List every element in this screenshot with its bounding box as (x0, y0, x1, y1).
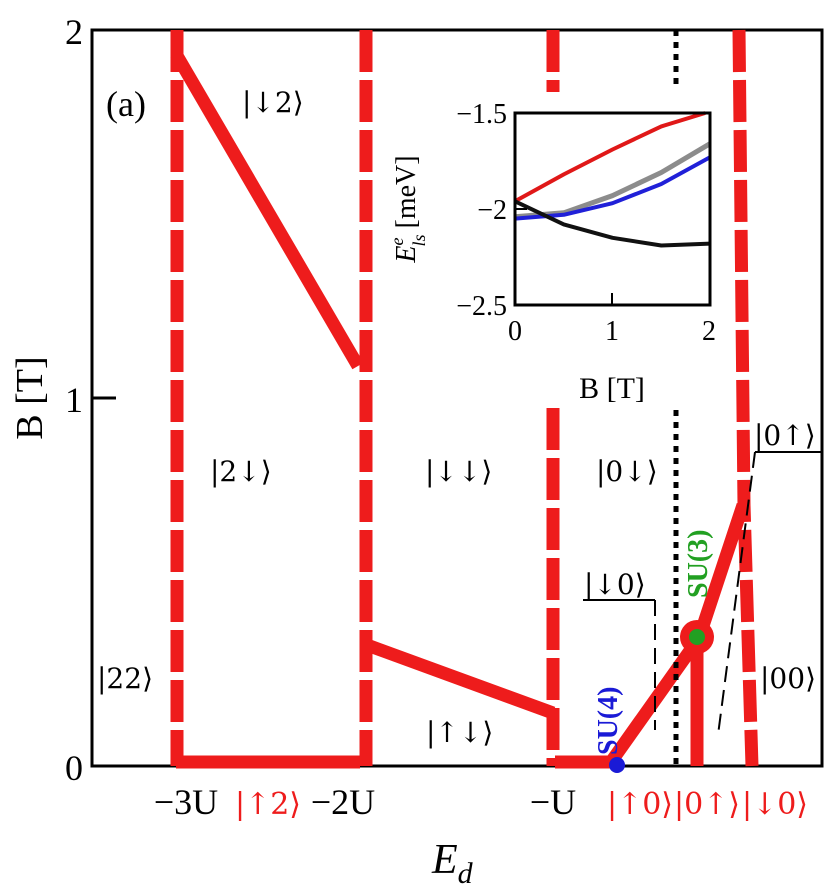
inset-x-tick-label-0: 0 (508, 316, 522, 347)
state-label-22: |22⟩ (97, 662, 153, 695)
boundary-lines (170, 50, 750, 769)
inset-y-label-sup: e (387, 237, 407, 245)
dashed-boundaries (170, 29, 759, 767)
y-tick-label-1: 1 (65, 380, 83, 420)
inset-series-line-0 (514, 111, 706, 204)
inset-y-tick-label-bottom: −2.5 (456, 291, 507, 322)
state-label-2down: |2↓⟩ (210, 455, 272, 488)
leader-lines (583, 451, 822, 736)
x-tick-label-up0: |↑0⟩ (607, 787, 673, 822)
y-ticks (92, 28, 116, 768)
inset-series (514, 111, 712, 248)
inset-x-tick-label-1: 1 (605, 316, 619, 347)
state-label-down0-inner: |↓0⟩ (584, 568, 646, 601)
y-axis-label: B [T] (9, 356, 51, 439)
y-tick-label-2: 2 (65, 12, 83, 52)
inset: −1.5 −2 −2.5 0 1 2 B [T] Ee ls [meV] (387, 99, 716, 405)
x-tick-label-minus2U: −2U (311, 782, 375, 822)
inset-y-label-unit: [meV] (391, 155, 422, 228)
inset-background (515, 113, 710, 305)
boundary-right (732, 29, 759, 767)
state-label-ud: |↑↓⟩ (426, 716, 493, 749)
inset-ticks (515, 112, 613, 306)
inset-series-line-3 (514, 199, 711, 248)
panel-label: (a) (106, 84, 146, 124)
x-tick-label-minusU: −U (530, 782, 576, 822)
inset-x-axis-label: B [T] (579, 372, 645, 405)
inset-y-tick-label-mid: −2 (477, 195, 507, 226)
su3-label: SU(3) (683, 530, 714, 598)
inset-y-tick-label-top: −1.5 (456, 99, 507, 130)
inset-y-axis-label: Ee ls [meV] (387, 155, 429, 263)
x-axis-label: Ed (431, 837, 474, 888)
boundary-lower-diagonal (364, 638, 556, 720)
y-tick-label-0: 0 (65, 748, 83, 788)
boundary-upper-diagonal (170, 50, 364, 370)
su3-point (689, 629, 705, 645)
state-label-0down: |0↓⟩ (596, 455, 658, 488)
x-axis-label-sub: d (458, 857, 474, 888)
inset-x-tick-label-2: 2 (702, 316, 716, 347)
x-tick-label-up2: |↑2⟩ (235, 787, 301, 822)
state-label-d2: |↓2⟩ (242, 86, 304, 119)
inset-y-label-main: E (391, 245, 422, 263)
su4-point (609, 757, 625, 773)
state-label-dd: |↓↓⟩ (425, 455, 492, 488)
boundary-right-diagonal (555, 502, 750, 769)
su4-label: SU(4) (593, 687, 624, 755)
x-tick-label-minus3U: −3U (154, 782, 218, 822)
plot-frame (90, 28, 824, 768)
state-label-0up-inner: |0↑⟩ (754, 419, 816, 452)
inset-y-label-sub: ls (409, 234, 429, 246)
x-axis-label-main: E (431, 837, 458, 883)
x-tick-label-zero-up: |0↑⟩ (674, 787, 740, 822)
state-label-00: |00⟩ (760, 662, 816, 695)
x-tick-label-down0: |↓0⟩ (742, 787, 808, 822)
